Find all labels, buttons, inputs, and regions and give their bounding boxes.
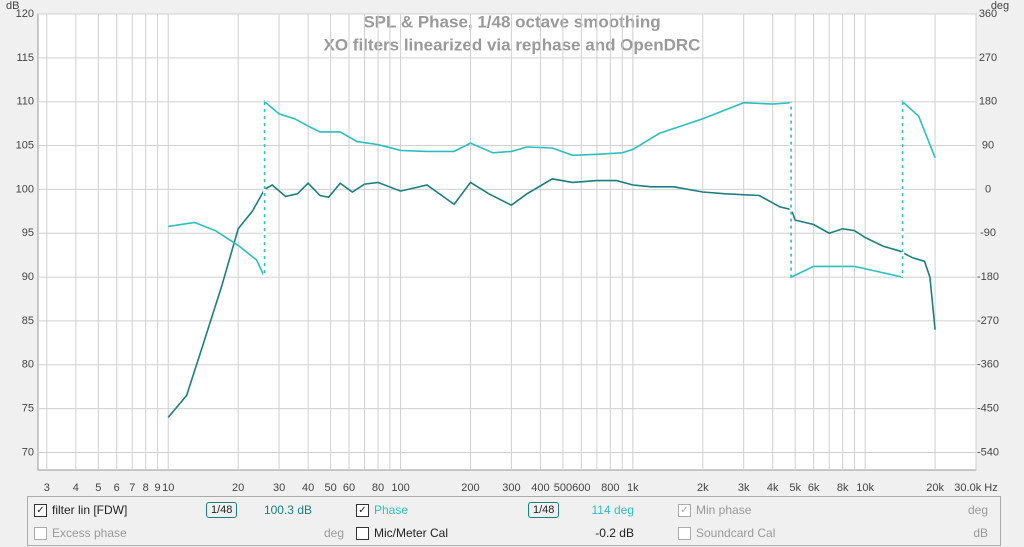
x-tick-label: 400 bbox=[531, 482, 549, 494]
x-tick-label: 5k bbox=[789, 482, 801, 494]
unit: deg bbox=[967, 503, 988, 517]
label: Phase bbox=[374, 503, 409, 517]
label: Excess phase bbox=[52, 526, 127, 540]
legend-panel: ✓ filter lin [FDW] 1/48 100.3 dB ✓ Phase 1/48 1… bbox=[27, 496, 1001, 546]
legend-entry: ✓ Phase 1/48 114 deg bbox=[356, 500, 674, 520]
x-tick-label: 4 bbox=[73, 482, 79, 494]
y-tick-label: 115 bbox=[16, 52, 34, 64]
y-tick-label: 70 bbox=[22, 446, 34, 458]
x-tick-label: 800 bbox=[601, 482, 619, 494]
plot-area bbox=[37, 13, 977, 471]
y2-tick-label: 270 bbox=[979, 52, 997, 64]
x-tick-label: 300 bbox=[502, 482, 520, 494]
x-tick-label: 2k bbox=[697, 482, 709, 494]
unit: dB bbox=[973, 526, 988, 540]
y-axis-label: dB bbox=[6, 0, 19, 12]
series-line bbox=[167, 178, 936, 418]
unit: deg bbox=[323, 526, 344, 540]
chart-subtitle: XO filters linearized via rephase and Op… bbox=[324, 35, 701, 54]
x-tick-label: 5 bbox=[95, 482, 101, 494]
legend-entry: ✓ filter lin [FDW] 1/48 100.3 dB bbox=[34, 500, 352, 520]
x-tick-label: 200 bbox=[461, 482, 479, 494]
y2-tick-label: 360 bbox=[979, 8, 997, 20]
x-tick-label: 6 bbox=[114, 482, 120, 494]
y2-axis-label: deg bbox=[991, 0, 1009, 12]
x-tick-label: 60 bbox=[343, 482, 355, 494]
x-tick-label: 30 bbox=[273, 482, 285, 494]
readout: 100.3 dB bbox=[263, 503, 312, 517]
x-tick-label: 600 bbox=[572, 482, 590, 494]
y2-tick-label: -450 bbox=[977, 403, 999, 415]
legend-entry: ✓ Min phase deg bbox=[678, 500, 996, 520]
y-tick-label: 95 bbox=[22, 227, 34, 239]
checkbox bbox=[678, 527, 691, 540]
x-tick-label: 500 bbox=[554, 482, 572, 494]
y2-tick-label: 90 bbox=[982, 139, 994, 151]
checkbox[interactable]: ✓ bbox=[34, 504, 47, 517]
y-tick-label: 80 bbox=[22, 359, 34, 371]
x-tick-label: 1k bbox=[627, 482, 639, 494]
y2-tick-label: -360 bbox=[977, 359, 999, 371]
x-tick-label: 100 bbox=[391, 482, 409, 494]
x-tick-label: 20k bbox=[926, 482, 944, 494]
y-tick-label: 105 bbox=[16, 139, 34, 151]
readout: -0.2 dB bbox=[595, 526, 634, 540]
x-tick-label: 40 bbox=[302, 482, 314, 494]
x-tick-label: 4k bbox=[767, 482, 779, 494]
y2-tick-label: 180 bbox=[979, 96, 997, 108]
label: Mic/Meter Cal bbox=[374, 526, 449, 540]
legend-entry: Soundcard Cal dB bbox=[678, 523, 996, 543]
x-tick-label: 6k bbox=[808, 482, 820, 494]
legend-entry: Mic/Meter Cal -0.2 dB bbox=[356, 523, 674, 543]
x-tick-label: 3k bbox=[738, 482, 750, 494]
sm[interactable]: 1/48 bbox=[206, 502, 238, 518]
chart: SPL & Phase, 1/48 octave smoothing XO fi… bbox=[6, 0, 1009, 494]
y-tick-label: 110 bbox=[16, 96, 34, 108]
y2-tick-label: -270 bbox=[977, 315, 999, 327]
y2-tick-label: -90 bbox=[980, 227, 996, 239]
x-tick-label: 9 bbox=[155, 482, 161, 494]
y2-tick-label: 0 bbox=[985, 183, 991, 195]
x-tick-label: 10k bbox=[856, 482, 874, 494]
x-tick-label: 8 bbox=[143, 482, 149, 494]
checkbox bbox=[34, 527, 47, 540]
y-tick-label: 75 bbox=[22, 403, 34, 415]
x-tick-label: 7 bbox=[129, 482, 135, 494]
label: Soundcard Cal bbox=[696, 526, 776, 540]
y-tick-label: 85 bbox=[22, 315, 34, 327]
checkbox: ✓ bbox=[678, 504, 691, 517]
series-line bbox=[168, 99, 936, 279]
checkbox[interactable] bbox=[356, 527, 369, 540]
x-tick-label: 8k bbox=[837, 482, 849, 494]
readout: 114 deg bbox=[591, 503, 635, 517]
checkbox[interactable]: ✓ bbox=[356, 504, 369, 517]
label: filter lin [FDW] bbox=[52, 503, 128, 517]
label: Min phase bbox=[696, 503, 752, 517]
y2-tick-label: -540 bbox=[977, 446, 999, 458]
y-tick-label: 90 bbox=[22, 271, 34, 283]
sm[interactable]: 1/48 bbox=[528, 502, 560, 518]
y2-tick-label: -180 bbox=[977, 271, 999, 283]
y-tick-label: 100 bbox=[16, 183, 34, 195]
x-tick-label: 50 bbox=[324, 482, 336, 494]
x-tick-label: 10 bbox=[162, 482, 174, 494]
y-tick-label: 120 bbox=[16, 8, 34, 20]
x-tick-label: 30.0k Hz bbox=[954, 482, 997, 494]
legend-entry: Excess phase deg bbox=[34, 523, 352, 543]
chart-title: SPL & Phase, 1/48 octave smoothing bbox=[363, 12, 660, 31]
x-tick-label: 3 bbox=[44, 482, 50, 494]
x-tick-label: 80 bbox=[372, 482, 384, 494]
x-tick-label: 20 bbox=[232, 482, 244, 494]
